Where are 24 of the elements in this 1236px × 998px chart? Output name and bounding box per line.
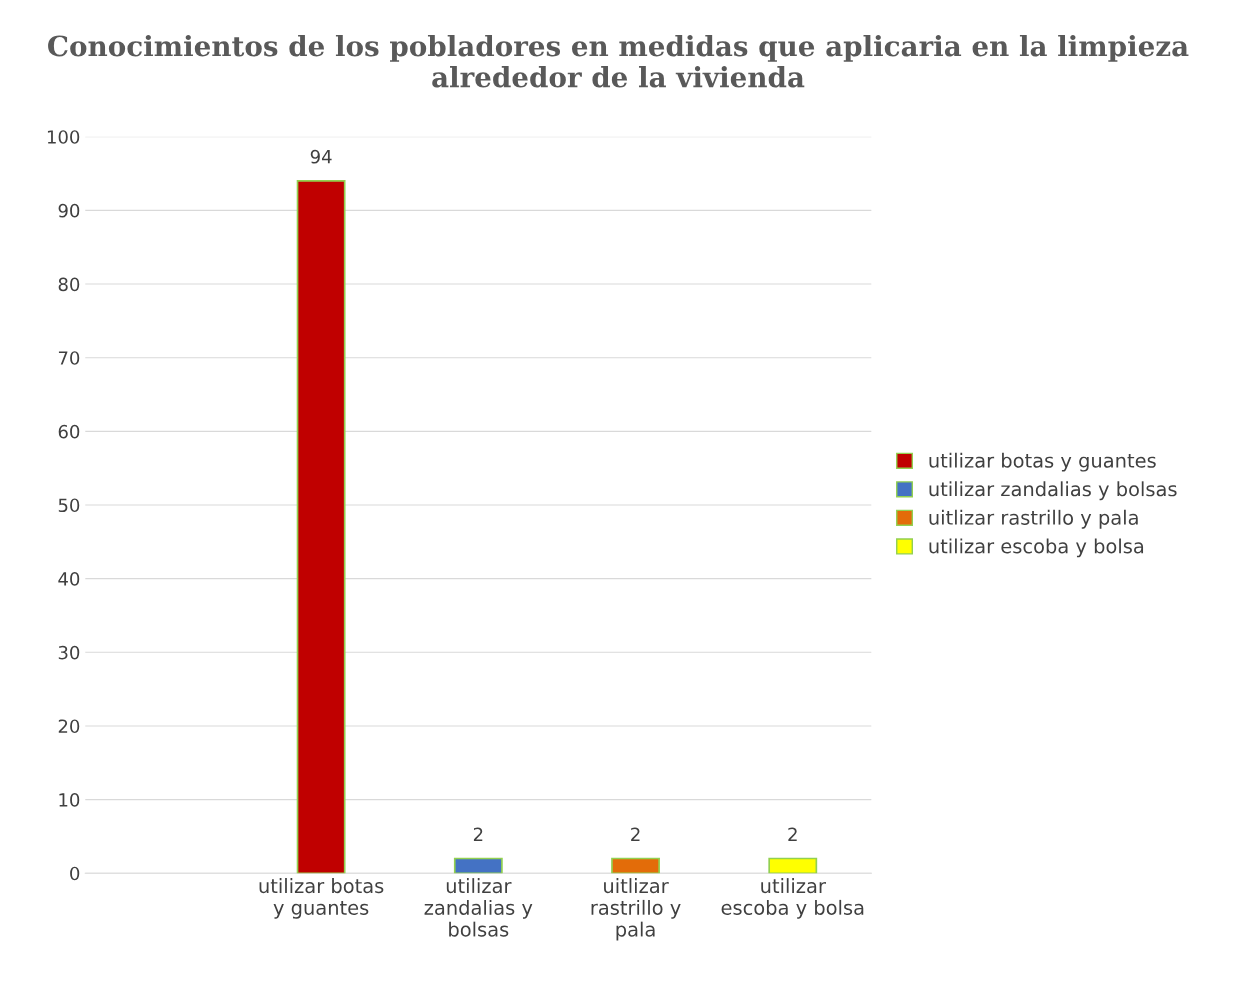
y-tick-label: 90 xyxy=(58,203,80,218)
x-tick-label: uitlizar rastrillo y pala xyxy=(591,878,681,941)
chart-title: Conocimientos de los pobladores en medidas que aplicaria en la limpieza alrededor de la vivienda xyxy=(48,34,1189,88)
legend-label: uitlizar rastrillo y pala xyxy=(929,509,1138,529)
y-tick-label: 70 xyxy=(58,351,80,365)
x-tick-label: utilizar escoba y bolsa xyxy=(721,878,864,919)
y-tick-label: 50 xyxy=(58,498,80,513)
y-tick-label: 100 xyxy=(47,130,80,144)
y-tick-label: 80 xyxy=(58,277,80,292)
x-tick-label: utilizar botas y guantes xyxy=(259,878,384,919)
y-tick-label: 0 xyxy=(70,866,80,881)
y-tick-label: 40 xyxy=(58,572,80,586)
y-tick-label: 10 xyxy=(59,793,80,807)
legend-label: utilizar botas y guantes xyxy=(929,452,1156,472)
x-tick-label: utilizar zandalias y bolsas xyxy=(424,878,533,937)
data-label: 94 xyxy=(310,149,332,164)
data-label: 2 xyxy=(473,827,483,841)
y-tick-label: 60 xyxy=(58,424,80,439)
y-tick-label: 30 xyxy=(58,645,80,660)
data-label: 2 xyxy=(631,827,640,841)
y-tick-label: 20 xyxy=(58,719,80,734)
legend-label: utilizar zandalias y bolsas xyxy=(929,481,1177,501)
legend-label: utilizar escoba y bolsa xyxy=(929,538,1144,558)
data-label: 2 xyxy=(788,827,797,841)
